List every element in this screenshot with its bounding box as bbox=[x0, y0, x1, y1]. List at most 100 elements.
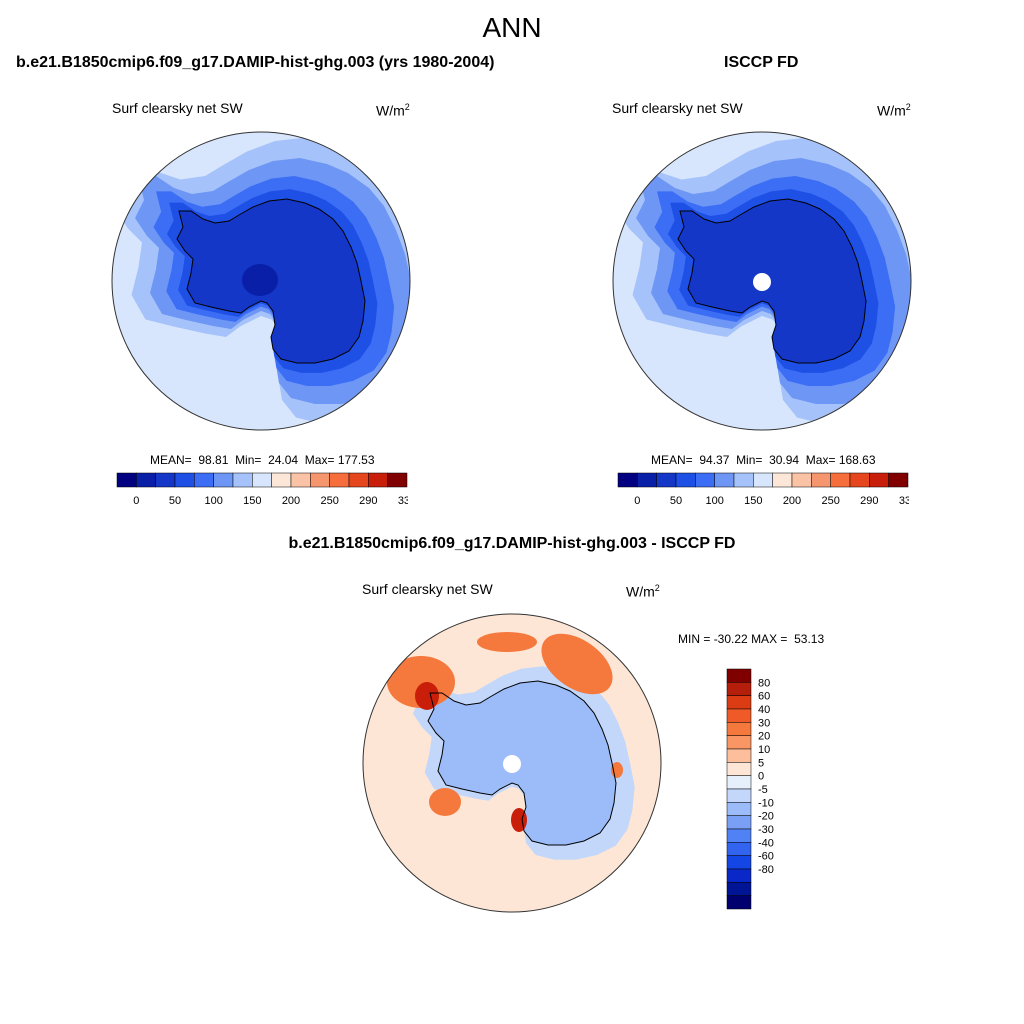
colorbar-swatch bbox=[252, 472, 272, 488]
colorbar-swatch bbox=[726, 722, 752, 736]
variable-label-obs: Surf clearsky net SW bbox=[612, 100, 743, 116]
diff-band-continent bbox=[428, 681, 616, 845]
antarctic-map-diff bbox=[362, 613, 662, 913]
colorbar-swatch bbox=[726, 762, 752, 776]
colorbar-tick-label: 50 bbox=[169, 495, 181, 507]
colorbar-tick-label: -20 bbox=[758, 811, 774, 823]
map-border bbox=[362, 613, 662, 913]
colorbar-swatch bbox=[888, 472, 909, 488]
colorbar-swatch bbox=[753, 472, 773, 488]
colorbar-tick-label: 60 bbox=[758, 691, 770, 703]
diff-band-positive-west-peak bbox=[415, 682, 439, 710]
colorbar-swatch bbox=[695, 472, 715, 488]
colorbar-tick-label: 250 bbox=[320, 495, 338, 507]
units-label-diff: W/m2 bbox=[626, 583, 660, 600]
colorbar-swatch bbox=[726, 708, 752, 723]
colorbar-tick-label: 290 bbox=[860, 495, 878, 507]
colorbar-swatch bbox=[290, 472, 311, 488]
colorbar-swatch bbox=[830, 472, 851, 488]
units-label-obs: W/m2 bbox=[877, 102, 911, 119]
coastline bbox=[677, 198, 867, 364]
colorbar-tick-label: 0 bbox=[758, 771, 764, 783]
colorbar-tick-label: 330 bbox=[899, 495, 909, 507]
colorbar-swatch bbox=[637, 472, 657, 488]
colorbar-swatch bbox=[155, 472, 176, 488]
colorbar-swatch bbox=[116, 472, 137, 488]
panel-title-obs: ISCCP FD bbox=[724, 54, 799, 71]
page-title: ANN bbox=[482, 12, 542, 43]
coastline bbox=[176, 198, 366, 364]
colorbar-tick-label: 0 bbox=[634, 495, 640, 507]
stats-obs: MEAN= 94.37 Min= 30.94 Max= 168.63 bbox=[651, 453, 876, 467]
colorbar-swatch bbox=[849, 472, 870, 488]
coastline bbox=[427, 680, 617, 846]
colorbar-model: 0 50 100 150 200 250 290 330 bbox=[116, 472, 408, 507]
colorbar-tick-label: 80 bbox=[758, 677, 770, 689]
contour-band-continent bbox=[678, 199, 866, 363]
colorbar-swatch bbox=[232, 472, 253, 488]
colorbar-tick-label: -5 bbox=[758, 784, 768, 796]
colorbar-tick-label: 250 bbox=[821, 495, 839, 507]
colorbar-tick-label: 290 bbox=[359, 495, 377, 507]
diff-band-positive-north bbox=[477, 632, 537, 652]
colorbar-swatch bbox=[726, 895, 752, 910]
colorbar-swatch bbox=[726, 882, 752, 896]
diff-band-positive-east bbox=[541, 633, 613, 695]
colorbar-tick-label: -40 bbox=[758, 837, 774, 849]
colorbar-tick-label: 30 bbox=[758, 717, 770, 729]
colorbar-tick-label: 10 bbox=[758, 744, 770, 756]
colorbar-tick-label: 150 bbox=[243, 495, 261, 507]
colorbar-tick-label: 20 bbox=[758, 731, 770, 743]
colorbar-swatch bbox=[136, 472, 156, 488]
colorbar-tick-label: 150 bbox=[744, 495, 762, 507]
panel-title-model: b.e21.B1850cmip6.f09_g17.DAMIP-hist-ghg.… bbox=[16, 54, 495, 71]
colorbar-swatch bbox=[733, 472, 754, 488]
colorbar-swatch bbox=[726, 828, 752, 843]
diff-band-positive-east-coast bbox=[611, 762, 623, 778]
colorbar-swatch bbox=[726, 668, 752, 683]
colorbar-swatch bbox=[726, 748, 752, 763]
antarctic-map-model bbox=[111, 131, 411, 431]
missing-data-pole bbox=[503, 755, 521, 773]
colorbar-swatch bbox=[726, 802, 752, 816]
colorbar-swatch bbox=[329, 472, 350, 488]
colorbar-swatch bbox=[726, 735, 752, 750]
colorbar-tick-label: 0 bbox=[133, 495, 139, 507]
colorbar-tick-label: 100 bbox=[705, 495, 723, 507]
colorbar-swatch bbox=[726, 842, 752, 856]
map-border bbox=[612, 131, 912, 431]
colorbar-tick-label: 40 bbox=[758, 704, 770, 716]
missing-data-pole bbox=[753, 273, 771, 291]
diff-band-positive-south bbox=[429, 788, 461, 816]
variable-label-diff: Surf clearsky net SW bbox=[362, 581, 493, 597]
colorbar-tick-label: 50 bbox=[670, 495, 682, 507]
stats-diff: MIN = -30.22 MAX = 53.13 bbox=[678, 632, 825, 646]
panel-title-diff: b.e21.B1850cmip6.f09_g17.DAMIP-hist-ghg.… bbox=[288, 535, 736, 552]
colorbar-swatch bbox=[726, 775, 752, 790]
colorbar-swatch bbox=[310, 472, 330, 488]
colorbar-swatch bbox=[271, 472, 292, 488]
colorbar-obs: 0 50 100 150 200 250 290 330 bbox=[617, 472, 909, 507]
colorbar-swatch bbox=[675, 472, 696, 488]
colorbar-swatch bbox=[726, 868, 752, 883]
colorbar-swatch bbox=[869, 472, 889, 488]
antarctic-map-obs bbox=[612, 131, 912, 431]
colorbar-swatch bbox=[772, 472, 793, 488]
colorbar-swatch bbox=[387, 472, 408, 488]
colorbar-swatch bbox=[368, 472, 388, 488]
colorbar-tick-label: 200 bbox=[783, 495, 801, 507]
colorbar-swatch bbox=[213, 472, 234, 488]
contour-band-pole-minimum bbox=[242, 264, 278, 296]
colorbar-swatch bbox=[348, 472, 369, 488]
colorbar-swatch bbox=[726, 855, 752, 870]
colorbar-tick-label: -10 bbox=[758, 797, 774, 809]
colorbar-swatch bbox=[617, 472, 638, 488]
colorbar-tick-label: -80 bbox=[758, 864, 774, 876]
colorbar-swatch bbox=[726, 695, 752, 710]
colorbar-tick-label: 100 bbox=[204, 495, 222, 507]
colorbar-tick-label: -30 bbox=[758, 824, 774, 836]
colorbar-swatch bbox=[726, 815, 752, 830]
colorbar-swatch bbox=[174, 472, 195, 488]
colorbar-swatch bbox=[714, 472, 735, 488]
